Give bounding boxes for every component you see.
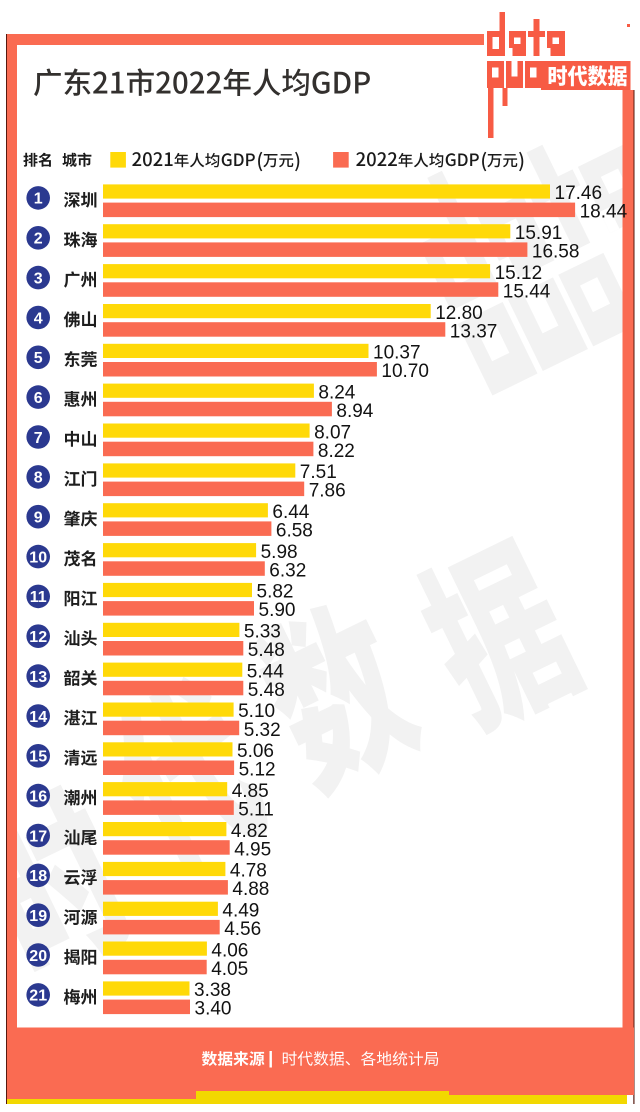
svg-text:15.12: 15.12	[495, 263, 543, 284]
svg-text:8.07: 8.07	[314, 422, 351, 443]
svg-text:5.82: 5.82	[257, 582, 294, 603]
svg-text:5.90: 5.90	[259, 600, 296, 621]
svg-text:18: 18	[29, 868, 47, 885]
svg-text:15: 15	[29, 749, 47, 766]
svg-text:4.49: 4.49	[222, 901, 259, 922]
svg-text:5.98: 5.98	[261, 542, 298, 563]
svg-text:5.48: 5.48	[248, 680, 285, 701]
svg-text:19: 19	[29, 908, 47, 925]
svg-text:6: 6	[34, 390, 43, 407]
svg-text:6.58: 6.58	[276, 521, 313, 542]
svg-text:15.91: 15.91	[515, 223, 563, 244]
svg-text:6.32: 6.32	[269, 560, 306, 581]
svg-text:20: 20	[29, 948, 47, 965]
svg-text:18.44: 18.44	[580, 202, 628, 223]
svg-text:3: 3	[34, 270, 43, 287]
svg-text:1: 1	[34, 191, 43, 208]
svg-text:4.85: 4.85	[232, 781, 269, 802]
svg-text:7.86: 7.86	[309, 481, 346, 502]
svg-text:5.48: 5.48	[248, 640, 285, 661]
svg-text:12: 12	[29, 629, 47, 646]
svg-text:16.58: 16.58	[532, 242, 580, 263]
svg-text:17.46: 17.46	[555, 183, 603, 204]
svg-text:5.06: 5.06	[237, 741, 274, 762]
svg-text:5.11: 5.11	[238, 800, 274, 821]
svg-text:4.95: 4.95	[234, 839, 271, 860]
svg-text:11: 11	[30, 589, 47, 606]
svg-text:6.44: 6.44	[272, 502, 309, 523]
svg-text:3.38: 3.38	[194, 980, 231, 1001]
svg-text:12.80: 12.80	[435, 303, 483, 324]
svg-text:17: 17	[29, 828, 47, 845]
svg-text:5.44: 5.44	[247, 661, 284, 682]
svg-text:8: 8	[34, 470, 43, 487]
svg-text:10.70: 10.70	[381, 361, 429, 382]
svg-text:13: 13	[29, 669, 47, 686]
svg-text:16: 16	[29, 788, 47, 805]
svg-text:13.37: 13.37	[450, 321, 498, 342]
svg-text:5.32: 5.32	[244, 720, 281, 741]
svg-text:14: 14	[29, 709, 47, 726]
svg-text:4.82: 4.82	[231, 821, 268, 842]
svg-text:5.12: 5.12	[239, 760, 276, 781]
svg-text:21: 21	[29, 988, 47, 1005]
svg-text:4.05: 4.05	[211, 959, 248, 980]
svg-text:4: 4	[34, 310, 43, 327]
svg-text:8.24: 8.24	[318, 382, 355, 403]
svg-text:4.88: 4.88	[232, 879, 269, 900]
svg-text:4.06: 4.06	[211, 940, 248, 961]
svg-text:8.94: 8.94	[336, 401, 373, 422]
svg-text:9: 9	[34, 510, 43, 527]
svg-text:3.40: 3.40	[195, 999, 232, 1020]
svg-text:5.33: 5.33	[244, 622, 281, 643]
svg-text:8.22: 8.22	[318, 441, 355, 462]
svg-text:2: 2	[34, 231, 43, 248]
svg-text:10: 10	[29, 549, 47, 566]
svg-text:5.10: 5.10	[238, 701, 275, 722]
svg-text:5: 5	[34, 350, 43, 367]
svg-text:15.44: 15.44	[503, 281, 551, 302]
svg-text:7: 7	[34, 430, 43, 447]
svg-text:4.56: 4.56	[224, 919, 261, 940]
svg-text:4.78: 4.78	[230, 861, 267, 882]
svg-text:7.51: 7.51	[300, 462, 337, 483]
svg-text:10.37: 10.37	[373, 343, 421, 364]
